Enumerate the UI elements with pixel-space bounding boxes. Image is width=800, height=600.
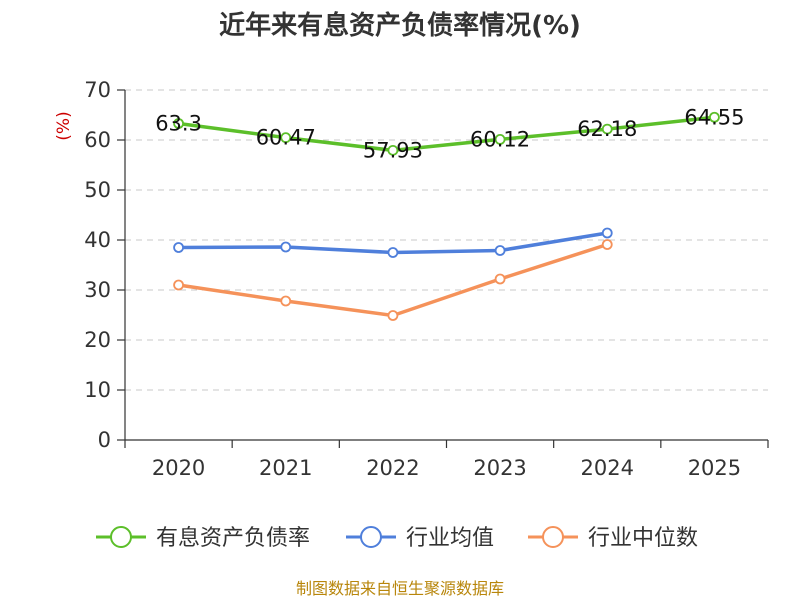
- data-point: [173, 242, 184, 253]
- x-tick-label: 2023: [473, 456, 526, 480]
- y-tick-label: 0: [98, 428, 111, 452]
- data-point: [494, 245, 506, 256]
- legend-label: 行业中位数: [588, 526, 698, 551]
- grid-lines: [125, 89, 768, 391]
- series-1: [173, 227, 613, 258]
- x-tick-label: 2025: [688, 456, 741, 480]
- y-tick-label: 70: [84, 78, 111, 102]
- y-tick-label: 60: [84, 128, 111, 152]
- legend-item-0: 有息资产负债率: [96, 526, 310, 551]
- series-2: [173, 239, 613, 321]
- x-tick-label: 2020: [152, 456, 205, 480]
- data-point: [601, 239, 613, 250]
- data-point: [280, 295, 292, 307]
- data-point: [387, 247, 399, 258]
- source-note: 制图数据来自恒生聚源数据库: [296, 579, 504, 598]
- data-point: [280, 132, 292, 144]
- y-tick-label: 50: [84, 178, 111, 202]
- y-tick-label: 10: [84, 378, 111, 402]
- y-tick-label: 40: [84, 228, 111, 252]
- data-label: 60.12: [470, 127, 530, 151]
- data-point: [173, 279, 184, 291]
- y-tick-label: 20: [84, 328, 111, 352]
- data-label: 63.3: [155, 112, 202, 136]
- data-label: 62.18: [577, 117, 637, 141]
- data-label: 60.47: [256, 126, 316, 150]
- data-point: [280, 241, 292, 253]
- y-axis-label: (%): [54, 111, 74, 140]
- y-tick-label: 30: [84, 278, 111, 302]
- series-0: 63.3 60.47 57.93 60.12 62.18 64.55: [155, 105, 744, 162]
- x-tick-label: 2024: [581, 456, 634, 480]
- chart-title: 近年来有息资产负债率情况(%): [219, 10, 581, 41]
- data-point: [709, 111, 720, 123]
- x-tick-label: 2022: [366, 456, 419, 480]
- data-point: [494, 273, 506, 285]
- x-tick-labels: 2020 2021 2022 2023 2024 2025: [152, 456, 741, 480]
- axes: [117, 89, 769, 448]
- legend-marker: [360, 526, 382, 548]
- series-group: 63.3 60.47 57.93 60.12 62.18 64.55: [155, 105, 744, 321]
- data-point: [494, 133, 506, 145]
- legend-item-2: 行业中位数: [528, 526, 698, 551]
- data-point: [387, 310, 399, 321]
- data-label: 64.55: [684, 105, 744, 129]
- data-label: 57.93: [363, 138, 423, 162]
- y-tick-labels: 0 10 20 30 40 50 60 70: [84, 78, 111, 452]
- data-point: [387, 144, 399, 156]
- legend-label: 行业均值: [406, 526, 494, 551]
- legend-item-1: 行业均值: [346, 526, 494, 551]
- x-tick-label: 2021: [259, 456, 312, 480]
- legend-marker: [542, 526, 564, 548]
- data-point: [173, 118, 184, 129]
- data-point: [601, 227, 613, 239]
- legend: 有息资产负债率 行业均值 行业中位数: [96, 526, 698, 551]
- legend-marker: [110, 526, 132, 548]
- data-point: [601, 123, 613, 135]
- legend-label: 有息资产负债率: [156, 526, 310, 551]
- series-line: [178, 115, 715, 153]
